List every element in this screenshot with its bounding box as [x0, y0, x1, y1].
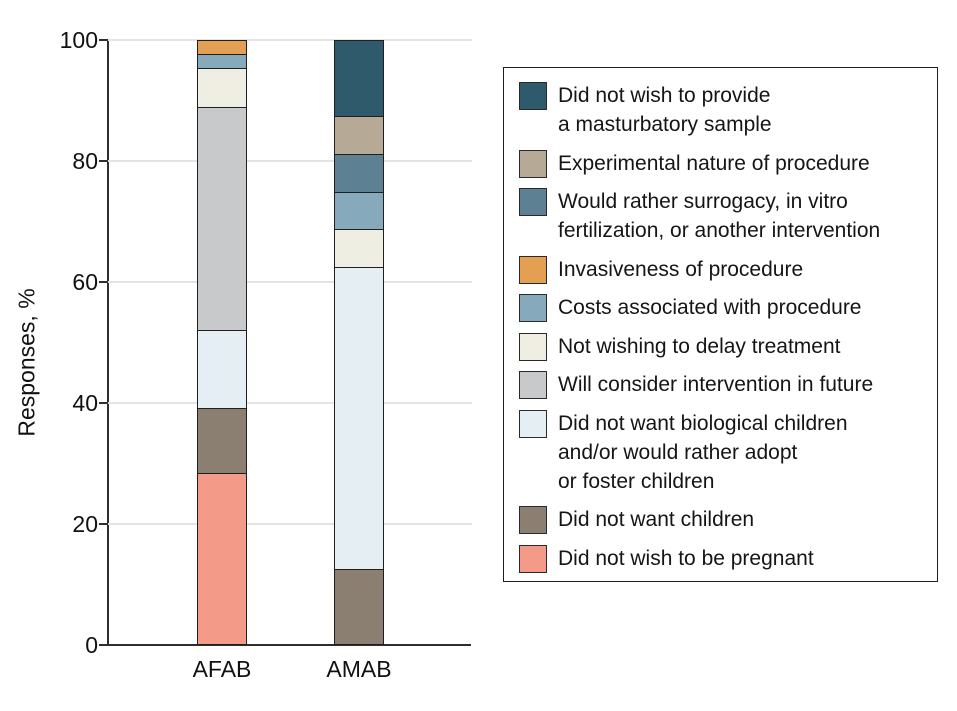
bar-segment-afab-did-not-want-children	[198, 407, 246, 474]
bar-segment-amab-did-not-want-biological-children-and-or-	[335, 267, 383, 569]
legend-item-did-not-want-biological-children-and-or-: Did not want biological children and/or …	[519, 409, 923, 496]
legend-item-invasiveness-of-procedure: Invasiveness of procedure	[519, 255, 923, 284]
bar-amab	[334, 40, 384, 645]
legend-swatch-did-not-want-biological-children-and-or-	[519, 409, 547, 438]
bar-segment-amab-did-not-wish-to-provide-a-masturbatory-s	[335, 41, 383, 117]
legend-swatch-costs-associated-with-procedure	[519, 294, 547, 322]
bar-segment-afab-not-wishing-to-delay-treatment	[198, 67, 246, 107]
gridline-20	[108, 523, 472, 525]
legend: Did not wish to provide a masturbatory s…	[503, 67, 938, 582]
legend-label: Not wishing to delay treatment	[558, 334, 841, 358]
legend-label: Would rather surrogacy, in vitro fertili…	[558, 190, 881, 242]
legend-swatch-did-not-want-children	[519, 506, 547, 534]
legend-label: Did not wish to provide a masturbatory s…	[558, 84, 772, 136]
bar-segment-amab-costs-associated-with-procedure	[335, 191, 383, 230]
legend-label: Did not wish to be pregnant	[558, 546, 814, 570]
gridline-80	[108, 160, 472, 162]
gridline-60	[108, 281, 472, 283]
legend-swatch-not-wishing-to-delay-treatment	[519, 332, 547, 361]
y-tick-mark-60	[99, 281, 108, 283]
bar-segment-amab-did-not-want-children	[335, 568, 383, 644]
y-tick-label-80: 80	[72, 148, 98, 174]
legend-item-did-not-wish-to-be-pregnant: Did not wish to be pregnant	[519, 544, 923, 573]
y-tick-label-40: 40	[72, 390, 98, 416]
bar-segment-afab-did-not-want-biological-children-and-or-	[198, 329, 246, 408]
y-axis-line	[107, 40, 109, 646]
x-axis-line	[107, 644, 471, 646]
legend-item-experimental-nature-of-procedure: Experimental nature of procedure	[519, 149, 923, 178]
legend-item-did-not-wish-to-provide-a-masturbatory-s: Did not wish to provide a masturbatory s…	[519, 81, 923, 139]
bar-segment-afab-costs-associated-with-procedure	[198, 54, 246, 68]
y-tick-mark-0	[99, 644, 108, 646]
legend-item-would-rather-surrogacy-in-vitro-fertiliz: Would rather surrogacy, in vitro fertili…	[519, 187, 923, 245]
y-tick-mark-80	[99, 160, 108, 162]
legend-swatch-would-rather-surrogacy-in-vitro-fertiliz	[519, 188, 547, 216]
bar-segment-amab-experimental-nature-of-procedure	[335, 116, 383, 155]
bar-afab	[197, 40, 247, 645]
legend-swatch-will-consider-intervention-in-future	[519, 371, 547, 399]
legend-item-did-not-want-children: Did not want children	[519, 505, 923, 534]
legend-label: Did not want biological children and/or …	[558, 411, 848, 493]
legend-label: Experimental nature of procedure	[558, 151, 870, 175]
gridline-40	[108, 402, 472, 404]
plot-area: 0 20 40 60 80 100 AFAB AMAB	[60, 27, 472, 682]
x-tick-label-amab: AMAB	[326, 656, 392, 682]
y-tick-mark-20	[99, 523, 108, 525]
y-tick-label-20: 20	[72, 511, 98, 537]
bar-segment-amab-would-rather-surrogacy-in-vitro-fertiliz	[335, 154, 383, 192]
y-tick-label-0: 0	[85, 632, 98, 658]
legend-label: Did not want children	[558, 508, 755, 531]
legend-label: Invasiveness of procedure	[558, 257, 804, 281]
gridline-100	[108, 39, 472, 41]
x-tick-label-afab: AFAB	[192, 656, 252, 682]
legend-swatch-invasiveness-of-procedure	[519, 255, 547, 284]
y-tick-mark-100	[99, 39, 108, 41]
legend-label: Costs associated with procedure	[558, 296, 862, 319]
y-tick-label-60: 60	[72, 269, 98, 295]
bar-segment-afab-will-consider-intervention-in-future	[198, 106, 246, 330]
bar-segment-amab-not-wishing-to-delay-treatment	[335, 229, 383, 268]
bar-segment-afab-invasiveness-of-procedure	[198, 41, 246, 55]
legend-item-will-consider-intervention-in-future: Will consider intervention in future	[519, 370, 923, 399]
legend-label: Will consider intervention in future	[558, 373, 874, 396]
y-tick-mark-40	[99, 402, 108, 404]
legend-item-not-wishing-to-delay-treatment: Not wishing to delay treatment	[519, 332, 923, 361]
bar-segment-afab-did-not-wish-to-be-pregnant	[198, 473, 246, 644]
legend-swatch-did-not-wish-to-be-pregnant	[519, 544, 547, 573]
y-tick-label-100: 100	[59, 27, 98, 53]
legend-swatch-did-not-wish-to-provide-a-masturbatory-s	[519, 82, 547, 110]
legend-item-costs-associated-with-procedure: Costs associated with procedure	[519, 293, 923, 322]
legend-swatch-experimental-nature-of-procedure	[519, 149, 547, 178]
